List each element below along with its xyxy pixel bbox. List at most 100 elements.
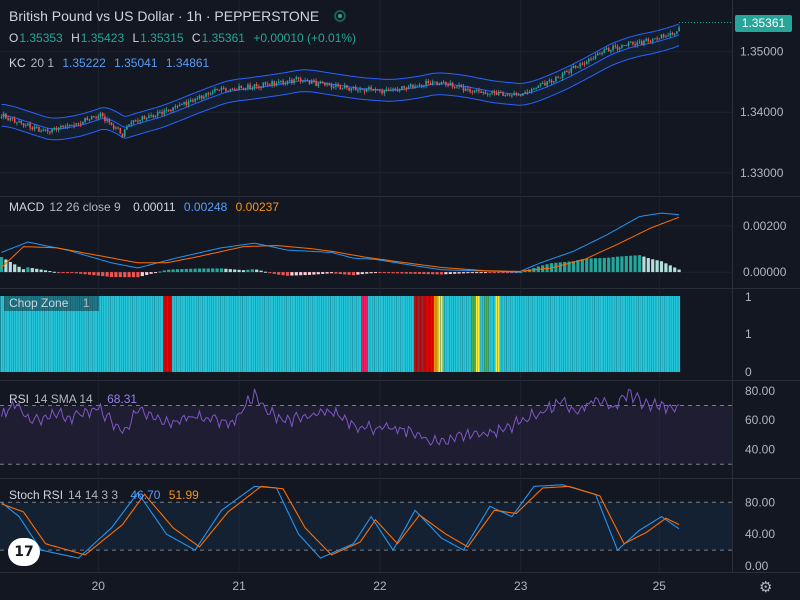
chop-zone-bar xyxy=(341,296,344,372)
macd-histogram-bar xyxy=(607,257,611,273)
macd-histogram-bar xyxy=(651,259,655,273)
macd-histogram-bar xyxy=(281,272,285,276)
macd-histogram-bar xyxy=(343,272,347,275)
chop-zone-bar xyxy=(308,296,311,372)
chop-zone-bar xyxy=(136,296,139,372)
macd-histogram-bar xyxy=(35,268,39,273)
chop-zone-bar xyxy=(653,296,656,372)
candle-body xyxy=(546,81,548,86)
chop-zone-bar xyxy=(66,296,69,372)
macd-histogram-bar xyxy=(21,269,26,273)
symbol-title[interactable]: British Pound vs US Dollar · 1h · PEPPER… xyxy=(9,8,320,24)
candle-body xyxy=(244,88,247,90)
macd-histogram-bar xyxy=(171,269,175,273)
settings-gear-icon[interactable]: ⚙ xyxy=(759,579,773,596)
candle-body xyxy=(451,82,454,88)
candle-body xyxy=(658,38,661,40)
macd-histogram-bar xyxy=(554,262,558,273)
candle-body xyxy=(326,84,328,86)
macd-histogram-bar xyxy=(400,272,404,274)
chop-zone-bar xyxy=(570,296,573,372)
chop-zone-bar xyxy=(53,296,56,372)
candle-body xyxy=(610,49,612,52)
candle-body xyxy=(594,55,597,59)
candle-body xyxy=(605,48,608,50)
candle-body xyxy=(354,87,357,91)
candle-body xyxy=(592,58,595,60)
macd-histogram-bar xyxy=(492,272,496,274)
macd-histogram-bar xyxy=(356,272,360,275)
macd-histogram-bar xyxy=(576,260,580,273)
chop-zone-bar xyxy=(528,296,531,372)
chop-zone-legend[interactable]: Chop Zone 1 xyxy=(4,295,100,311)
chop-zone-bar xyxy=(550,296,553,372)
candle-body xyxy=(253,84,256,89)
chop-zone-bar xyxy=(510,296,513,372)
chop-zone-bar xyxy=(55,296,58,372)
chop-zone-bar xyxy=(587,296,590,372)
chop-zone-bar xyxy=(367,296,370,372)
candle-body xyxy=(352,87,355,89)
macd-histogram-bar xyxy=(8,261,12,273)
candle-body xyxy=(656,38,658,40)
kc-upper-line xyxy=(1,23,680,119)
candle-body xyxy=(29,123,31,128)
chop-zone-bar xyxy=(73,296,76,372)
candle-body xyxy=(18,121,20,123)
macd-histogram-bar xyxy=(127,272,131,278)
chop-zone-bar xyxy=(480,296,483,372)
chop-zone-bar xyxy=(561,296,564,372)
ohlc-close-value: 1.35361 xyxy=(201,31,245,45)
tradingview-logo[interactable]: 17 xyxy=(8,538,40,566)
candle-body xyxy=(260,87,262,89)
candle-body xyxy=(559,77,562,79)
candle-body xyxy=(473,90,476,93)
chop-zone-bar xyxy=(321,296,324,372)
candle-body xyxy=(33,126,36,130)
chop-zone-bar xyxy=(598,296,601,372)
chop-zone-bar xyxy=(524,296,527,372)
macd-histogram-bar xyxy=(105,272,109,277)
macd-histogram-bar xyxy=(677,269,681,273)
candle-body xyxy=(442,82,445,84)
candle-body xyxy=(568,71,570,73)
candle-body xyxy=(634,44,636,46)
candle-body xyxy=(365,89,368,92)
candle-body xyxy=(372,89,375,91)
candle-body xyxy=(581,63,584,65)
chop-zone-bar xyxy=(332,296,335,372)
candle-body xyxy=(460,85,463,87)
candle-body xyxy=(390,89,392,91)
candle-body xyxy=(489,93,491,95)
macd-histogram-bar xyxy=(241,270,246,273)
kc-legend[interactable]: KC 20 1 1.35222 1.35041 1.34861 xyxy=(9,56,214,70)
candle-body xyxy=(645,39,647,41)
candle-body xyxy=(106,119,108,122)
macd-histogram-bar xyxy=(369,272,373,274)
chop-zone-bar xyxy=(576,296,579,372)
chop-zone-bar xyxy=(295,296,298,372)
chop-zone-bar xyxy=(24,296,27,372)
stoch-k-line xyxy=(1,484,680,559)
macd-histogram-bar xyxy=(0,257,4,273)
chop-zone-bar xyxy=(293,296,296,372)
candle-body xyxy=(647,39,650,42)
chop-zone-bar xyxy=(26,296,29,372)
candle-body xyxy=(456,86,458,88)
chop-zone-bar xyxy=(317,296,320,372)
candle-body xyxy=(387,89,390,91)
chop-zone-bar xyxy=(475,296,478,372)
candle-body xyxy=(577,66,579,68)
candle-body xyxy=(93,116,95,118)
stoch-rsi-legend[interactable]: Stoch RSI 14 14 3 3 46.70 51.99 xyxy=(9,488,204,502)
candle-body xyxy=(104,116,106,122)
macd-histogram-bar xyxy=(193,268,197,273)
candle-body xyxy=(141,116,144,120)
macd-legend[interactable]: MACD 12 26 close 9 0.00011 0.00248 0.0023… xyxy=(9,200,284,214)
chop-zone-bar xyxy=(15,296,18,372)
stoch-tick-label: 80.00 xyxy=(745,495,775,509)
rsi-legend[interactable]: RSI 14 SMA 14 68.31 xyxy=(9,392,142,406)
chop-zone-bar xyxy=(451,296,454,372)
macd-histogram-bar xyxy=(334,272,338,274)
